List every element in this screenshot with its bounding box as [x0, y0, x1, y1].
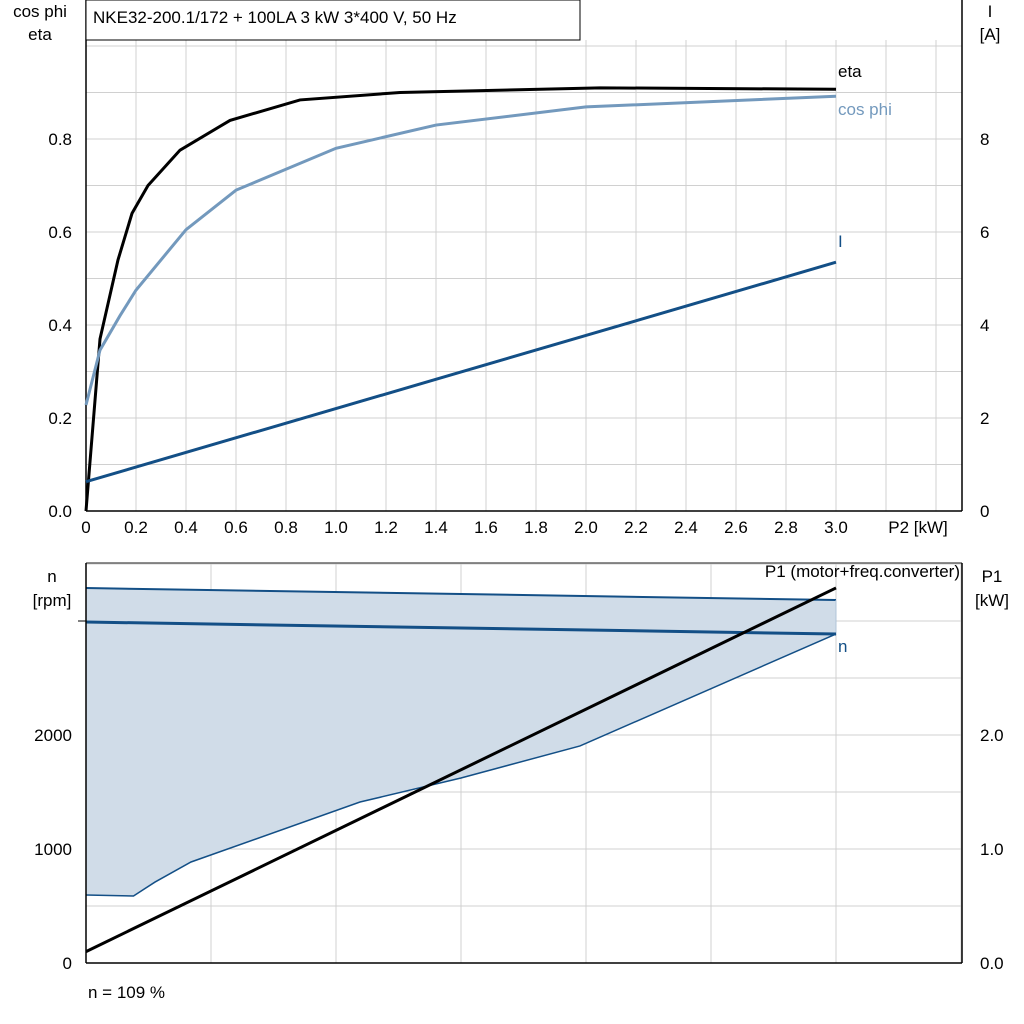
x-tick-label: 0.4 — [174, 518, 198, 537]
y-tick-label-right: 1.0 — [980, 840, 1004, 859]
series-line-n — [85, 620, 837, 636]
y-tick-label-right: 2 — [980, 409, 989, 428]
y-axis-label-right: P1 — [982, 567, 1003, 586]
y-axis-label-left: [rpm] — [33, 591, 72, 610]
x-tick-label: 0 — [81, 518, 90, 537]
x-tick-label: 1.4 — [424, 518, 448, 537]
x-tick-label: 2.2 — [624, 518, 648, 537]
x-tick-label: 0.2 — [124, 518, 148, 537]
x-tick-label: 1.2 — [374, 518, 398, 537]
series-label-P1: P1 (motor+freq.converter) — [765, 562, 960, 581]
series-label-I: I — [838, 232, 843, 251]
y-tick-label-left: 0.8 — [48, 130, 72, 149]
y-tick-label-right: 8 — [980, 130, 989, 149]
y-tick-label-left: 0.2 — [48, 409, 72, 428]
y-axis-label-left: n — [47, 567, 56, 586]
speed-percent-note: n = 109 % — [88, 983, 165, 1002]
series-label-cos-phi: cos phi — [838, 100, 892, 119]
y-axis-label-right: [kW] — [975, 591, 1009, 610]
title-box — [85, 0, 581, 41]
y-tick-label-right: 2.0 — [980, 726, 1004, 745]
y-axis-label-right: I — [988, 2, 993, 21]
series-label-n: n — [838, 637, 847, 656]
y-tick-label-right: 6 — [980, 223, 989, 242]
x-axis-label: P2 [kW] — [888, 518, 948, 537]
x-tick-label: 1.6 — [474, 518, 498, 537]
n-min-line — [85, 633, 837, 897]
y-tick-label-right: 0.0 — [980, 954, 1004, 973]
x-tick-label: 2.4 — [674, 518, 698, 537]
n-max-line — [85, 587, 837, 602]
y-tick-label-left: 0.0 — [48, 502, 72, 521]
chart-title: NKE32-200.1/172 + 100LA 3 kW 3*400 V, 50… — [93, 8, 457, 27]
x-tick-label: 1.0 — [324, 518, 348, 537]
x-tick-label: 1.8 — [524, 518, 548, 537]
x-tick-label: 0.8 — [274, 518, 298, 537]
y-tick-label-right: 0 — [980, 502, 989, 521]
series-line-cos-phi — [84, 94, 837, 406]
y-tick-label-left: 0 — [63, 954, 72, 973]
y-tick-label-left: 0.4 — [48, 316, 72, 335]
series-line-eta — [84, 86, 837, 512]
y-tick-label-left: 1000 — [34, 840, 72, 859]
y-tick-label-right: 4 — [980, 316, 989, 335]
x-tick-label: 2.8 — [774, 518, 798, 537]
y-axis-label-left: eta — [28, 25, 52, 44]
x-tick-label: 2.6 — [724, 518, 748, 537]
x-tick-label: 0.6 — [224, 518, 248, 537]
y-axis-label-left: cos phi — [13, 2, 67, 21]
y-tick-label-left: 2000 — [34, 726, 72, 745]
n-range-fill — [86, 588, 836, 896]
series-label-eta: eta — [838, 62, 862, 81]
x-tick-label: 3.0 — [824, 518, 848, 537]
y-axis-label-right: [A] — [980, 25, 1001, 44]
y-tick-label-left: 0.6 — [48, 223, 72, 242]
series-line-P1 — [85, 586, 837, 953]
series-line-I — [85, 260, 837, 484]
x-tick-label: 2.0 — [574, 518, 598, 537]
